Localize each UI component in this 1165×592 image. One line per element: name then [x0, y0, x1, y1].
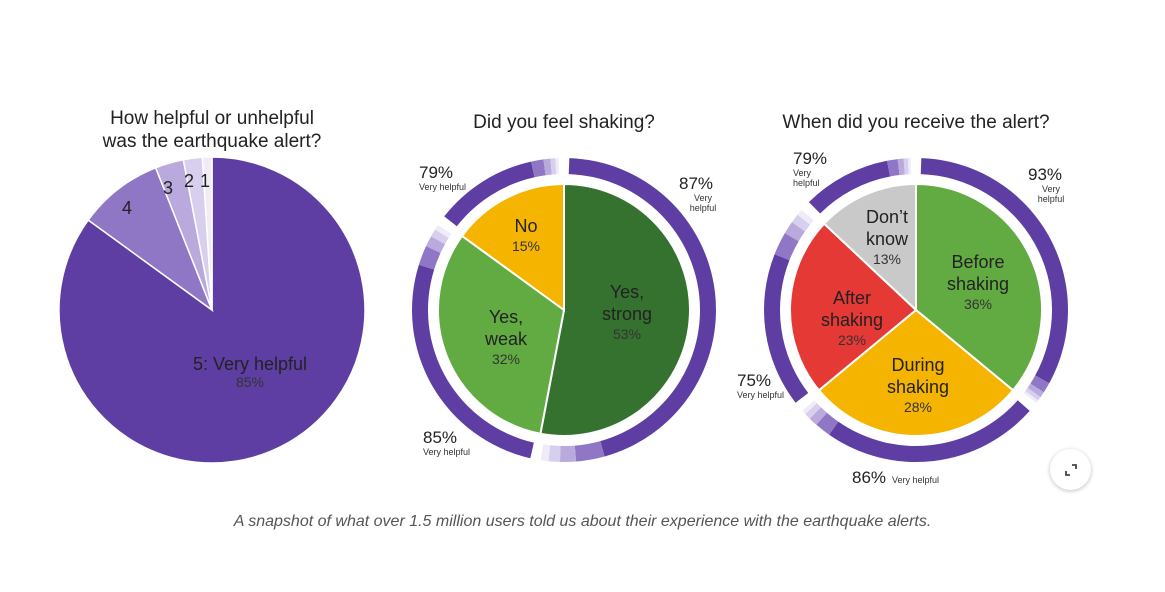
ring-segment-very-helpful-before-shaking — [920, 158, 1068, 384]
ring-segment-other-yes-weak — [431, 229, 449, 245]
slice-label-yes-strong: strong — [602, 304, 652, 324]
ring-segment-other-no — [531, 159, 546, 178]
slice-label-very-helpful: 5: Very helpful — [193, 354, 307, 374]
ring-segment-other-before-shaking — [1030, 375, 1050, 393]
ring-segment-other-yes-weak — [418, 246, 441, 270]
slice-label-during-shaking: During — [891, 355, 944, 375]
slice-pct-yes-weak: 32% — [492, 351, 520, 367]
pie-slice-4 — [87, 166, 214, 313]
ring-pct-yes-weak: 85% — [423, 428, 457, 447]
ring-segment-other-yes-weak — [426, 236, 446, 253]
slice-label-during-shaking: shaking — [887, 377, 949, 397]
ring-segment-other-no — [555, 158, 560, 175]
ring-segment-other-during-shaking — [809, 407, 827, 425]
ring-sub-label: Very helpful — [892, 475, 939, 485]
ring-sub-label: Very — [793, 168, 812, 178]
ring-segment-other-don-t-know — [907, 158, 912, 175]
ring-sub-label: Very helpful — [423, 447, 470, 457]
slice-label-yes-strong: Yes, — [610, 282, 644, 302]
ring-sub-label: helpful — [793, 178, 820, 188]
ring-segment-other-after-shaking — [784, 222, 805, 242]
slice-pct-during-shaking: 28% — [904, 399, 932, 415]
ring-segment-very-helpful-after-shaking — [764, 254, 809, 403]
slice-pct-no: 15% — [512, 238, 540, 254]
ring-segment-other-yes-strong — [540, 444, 551, 462]
ring-sub-label: Very — [694, 193, 713, 203]
ring-pct-yes-strong: 87% — [679, 174, 713, 193]
pie-slice-yes-weak — [437, 234, 566, 435]
slice-label-yes-weak: weak — [484, 329, 528, 349]
slice-pct-before-shaking: 36% — [964, 296, 992, 312]
ring-segment-other-during-shaking — [802, 400, 817, 415]
slice-label-2: 2 — [184, 171, 194, 191]
pie-slice-no — [460, 182, 565, 312]
ring-segment-other-after-shaking — [774, 233, 799, 261]
ring-segment-other-no — [550, 158, 557, 175]
ring-sub-label: Very helpful — [737, 390, 784, 400]
ring-segment-very-helpful-yes-weak — [411, 264, 534, 459]
slice-label-after-shaking: shaking — [821, 310, 883, 330]
slice-pct-very-helpful: 85% — [236, 374, 264, 390]
slice-label-before-shaking: Before — [951, 252, 1004, 272]
ring-sub-label: helpful — [690, 203, 717, 213]
pie-slice-before-shaking — [915, 182, 1043, 392]
ring-segment-very-helpful-don-t-know — [808, 160, 891, 214]
ring-pct-don-t-know: 79% — [793, 149, 827, 168]
ring-pct-before-shaking: 93% — [1028, 165, 1062, 184]
slice-label-yes-weak: Yes, — [489, 307, 523, 327]
chart-title-line: was the earthquake alert? — [102, 131, 322, 152]
chart-title-line: How helpful or unhelpful — [110, 108, 314, 129]
expand-button[interactable] — [1050, 449, 1091, 490]
ring-segment-very-helpful-during-shaking — [829, 400, 1030, 462]
pie-slice-yes-strong — [539, 182, 691, 437]
ring-sub-label: Very — [1042, 184, 1061, 194]
ring-pct-no: 79% — [419, 163, 453, 182]
ring-segment-other-before-shaking — [1023, 390, 1039, 403]
expand-icon — [1064, 463, 1077, 476]
ring-segment-other-don-t-know — [903, 158, 909, 175]
ring-segment-other-after-shaking — [791, 214, 811, 232]
ring-segment-other-yes-weak — [435, 225, 452, 238]
pie-slice-during-shaking — [817, 308, 1015, 437]
slice-label-before-shaking: shaking — [947, 274, 1009, 294]
ring-sub-label: Very helpful — [419, 182, 466, 192]
slice-label-1: 1 — [200, 171, 210, 191]
ring-segment-other-yes-strong — [559, 445, 577, 462]
chart-title-line: Did you feel shaking? — [473, 112, 655, 133]
shaking-pie-chart: Did you feel shaking?Yes,strong53%Yes,we… — [411, 112, 717, 462]
ring-segment-other-yes-strong — [548, 445, 561, 462]
slice-label-4: 4 — [122, 198, 132, 218]
slice-label-don-t-know: Don’t — [866, 207, 908, 227]
slice-label-3: 3 — [163, 178, 173, 198]
ring-segment-other-don-t-know — [887, 159, 900, 177]
ring-segment-other-before-shaking — [1027, 383, 1044, 398]
ring-segment-very-helpful-yes-strong — [568, 158, 716, 457]
ring-pct-after-shaking: 75% — [737, 371, 771, 390]
ring-sub-label: helpful — [1038, 194, 1065, 204]
ring-segment-other-yes-strong — [574, 441, 605, 462]
slice-label-don-t-know: know — [866, 229, 909, 249]
chart-title-line: When did you receive the alert? — [782, 112, 1049, 133]
pie-slice-1 — [201, 156, 213, 311]
ring-pct-during-shaking: 86% — [852, 468, 886, 487]
alert-timing-pie-chart: When did you receive the alert?Beforesha… — [737, 112, 1068, 487]
slice-pct-don-t-know: 13% — [873, 251, 901, 267]
pie-slice-don-t-know — [822, 182, 917, 313]
ring-segment-other-don-t-know — [897, 158, 905, 175]
ring-segment-very-helpful-no — [444, 161, 535, 227]
ring-segment-other-no — [543, 158, 552, 176]
slice-label-no: No — [514, 216, 537, 236]
slice-label-after-shaking: After — [833, 288, 871, 308]
slice-pct-yes-strong: 53% — [613, 326, 641, 342]
slice-pct-after-shaking: 23% — [838, 332, 866, 348]
ring-segment-other-after-shaking — [797, 209, 814, 225]
pie-slice-after-shaking — [789, 222, 918, 392]
ring-segment-other-during-shaking — [805, 403, 821, 419]
figure-caption: A snapshot of what over 1.5 million user… — [233, 513, 932, 530]
ring-segment-other-before-shaking — [1025, 387, 1041, 401]
ring-segment-other-during-shaking — [816, 412, 839, 435]
